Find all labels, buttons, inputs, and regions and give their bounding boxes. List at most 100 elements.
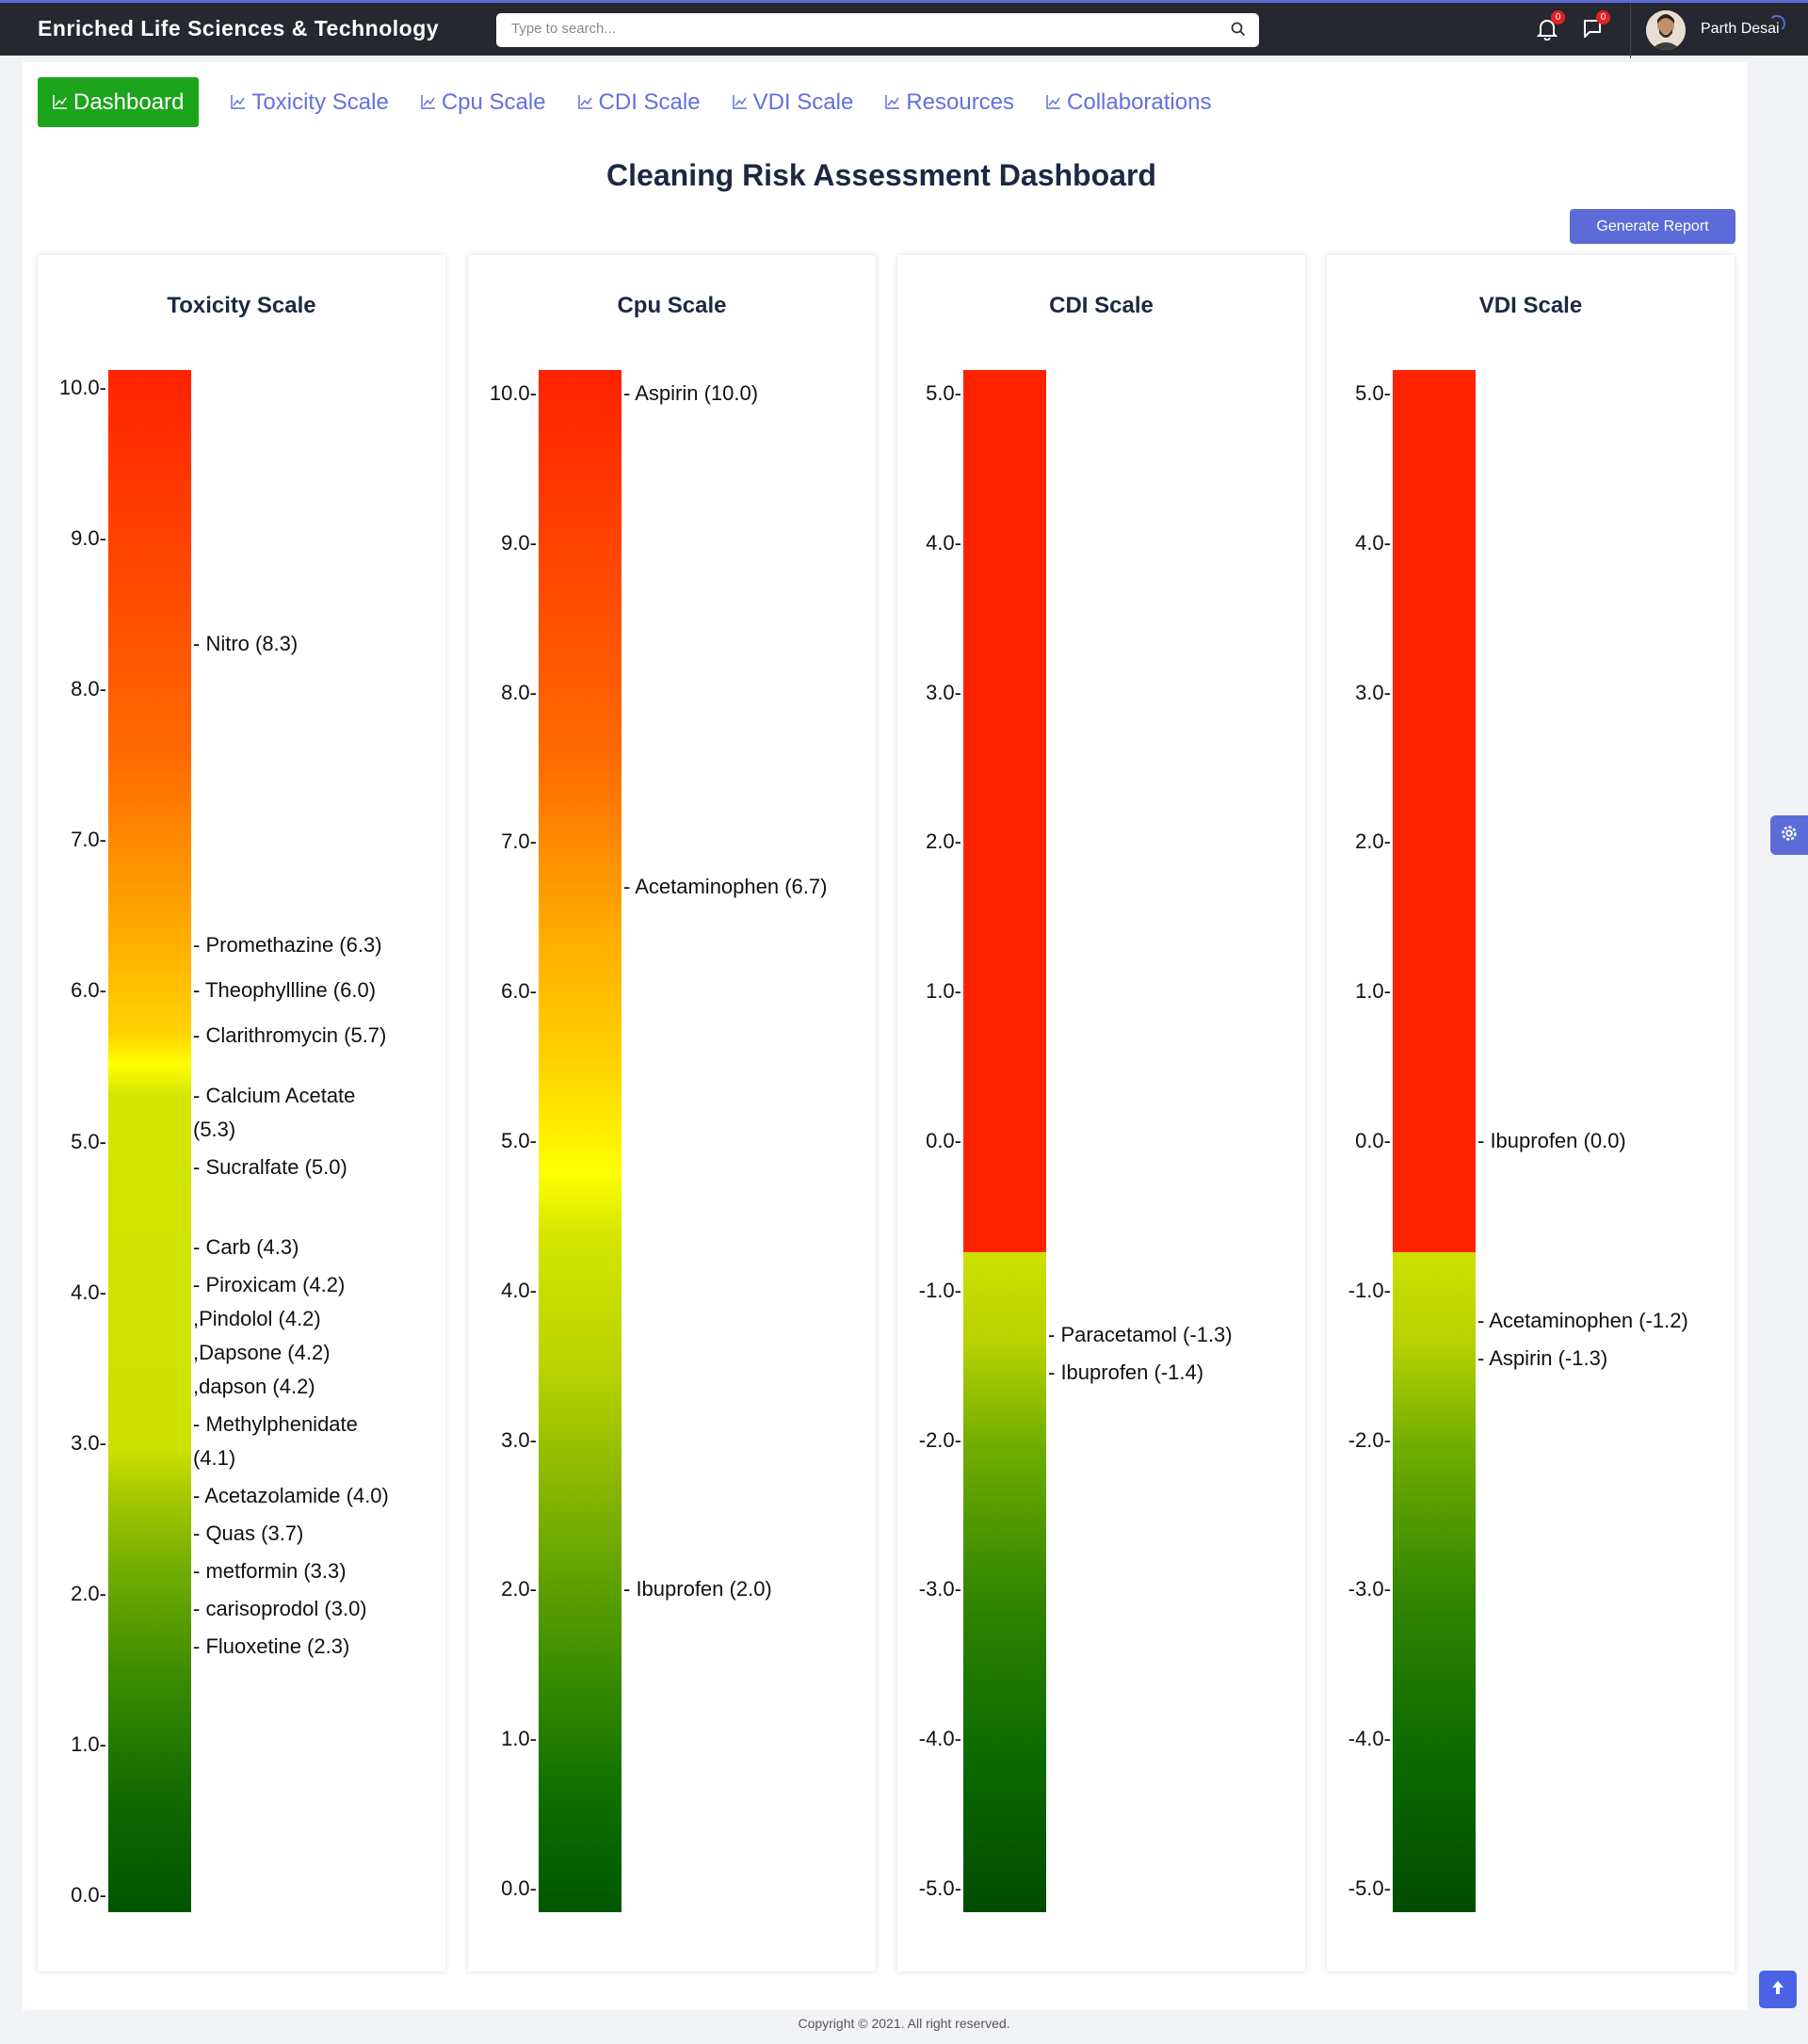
marker-label: - Ibuprofen (2.0) <box>623 1577 772 1601</box>
chart-icon <box>231 89 246 116</box>
axis-tick-label: -2.0- <box>1348 1427 1391 1452</box>
axis-tick-label: 2.0- <box>1355 829 1391 854</box>
marker-label: - Ibuprofen (0.0) <box>1477 1129 1626 1152</box>
marker-label: - metformin (3.3) <box>193 1558 347 1583</box>
marker-label: - Calcium Acetate (5.3) <box>193 1084 356 1142</box>
tab-label: VDI Scale <box>752 89 854 115</box>
brand-title: Enriched Life Sciences & Technology <box>38 16 440 40</box>
card-title: CDI Scale <box>1049 293 1154 318</box>
axis-tick-label: -1.0- <box>918 1278 961 1302</box>
axis-tick-label: 6.0- <box>501 979 537 1004</box>
axis-tick-label: 7.0- <box>71 828 106 852</box>
tab-cpu-scale[interactable]: Cpu Scale <box>421 89 546 116</box>
search-input[interactable] <box>509 20 1191 38</box>
user-name[interactable]: Parth Desai <box>1701 21 1780 37</box>
notifications-button[interactable]: 0 <box>1536 10 1565 45</box>
cpu-scale-bar <box>539 370 622 1912</box>
tab-label: CDI Scale <box>598 89 701 115</box>
notifications-badge: 0 <box>1551 10 1565 24</box>
card-title: VDI Scale <box>1478 293 1583 318</box>
marker-label: - Acetaminophen (6.7) <box>623 875 828 899</box>
axis-tick-label: 8.0- <box>71 677 106 701</box>
axis-tick-label: 3.0- <box>1355 680 1391 704</box>
axis-tick-label: 3.0- <box>501 1427 537 1452</box>
marker-label: - Sucralfate (5.0) <box>193 1155 347 1180</box>
axis-tick-label: 4.0- <box>926 530 961 555</box>
toxicity-scale-bar <box>108 370 191 1912</box>
chart-icon <box>421 89 436 116</box>
gear-icon <box>1779 823 1800 848</box>
axis-tick-label: 1.0- <box>926 979 961 1004</box>
settings-button[interactable] <box>1770 815 1808 855</box>
axis-tick-label: -5.0- <box>918 1876 961 1900</box>
axis-tick-label: 3.0- <box>926 680 961 704</box>
tab-toxicity-scale[interactable]: Toxicity Scale <box>231 89 389 116</box>
axis-tick-label: 0.0- <box>501 1876 537 1900</box>
loading-spinner-icon <box>1768 15 1785 32</box>
axis-tick-label: -4.0- <box>918 1727 961 1751</box>
axis-tick-label: 0.0- <box>926 1129 961 1152</box>
axis-tick-label: 5.0- <box>71 1129 106 1153</box>
scroll-to-top-button[interactable] <box>1759 1971 1797 2008</box>
cdi-scale-bar <box>963 370 1046 1912</box>
topbar-divider <box>1630 3 1631 58</box>
tab-label: Collaborations <box>1067 89 1212 115</box>
search-box[interactable] <box>496 13 1259 47</box>
marker-label: - Nitro (8.3) <box>193 632 299 656</box>
axis-tick-label: 1.0- <box>71 1731 106 1756</box>
page-title: Cleaning Risk Assessment Dashboard <box>606 158 1156 192</box>
axis-tick-label: 9.0- <box>501 530 537 555</box>
tab-label: Cpu Scale <box>441 89 546 115</box>
axis-tick-label: 4.0- <box>1355 530 1391 555</box>
tab-label: Resources <box>906 89 1015 115</box>
messages-badge: 0 <box>1596 10 1610 24</box>
marker-label: - Acetazolamide (4.0) <box>193 1483 389 1507</box>
tab-collaborations[interactable]: Collaborations <box>1046 89 1211 116</box>
axis-tick-label: -5.0- <box>1348 1876 1391 1900</box>
chat-icon <box>1582 20 1603 44</box>
chart-icon <box>885 89 900 116</box>
card-title: Cpu Scale <box>617 293 727 318</box>
card-title: Toxicity Scale <box>167 293 316 318</box>
axis-tick-label: 1.0- <box>501 1727 537 1751</box>
chart-icon <box>732 89 748 116</box>
vdi-scale-card: VDI Scale 5.0- 4.0- 3.0- 2.0- 1.0- 0.0- -1.0- -… <box>1327 255 1735 1972</box>
arrow-up-icon <box>1770 1979 1785 2001</box>
axis-tick-label: 2.0- <box>501 1577 537 1601</box>
axis-tick-label: 2.0- <box>926 829 961 854</box>
axis-tick-label: 4.0- <box>71 1280 106 1304</box>
axis-tick-label: 3.0- <box>71 1430 106 1455</box>
marker-label: - Ibuprofen (-1.4) <box>1048 1360 1204 1385</box>
axis-tick-label: 5.0- <box>1355 381 1391 405</box>
tab-dashboard[interactable]: Dashboard <box>38 77 200 127</box>
tab-resources[interactable]: Resources <box>885 89 1014 116</box>
chart-icon <box>53 89 68 116</box>
toxicity-scale-card: Toxicity Scale 10.0- 9.0- 8.0- 7.0- 6.0- 5.0-… <box>38 255 445 1972</box>
avatar[interactable] <box>1646 10 1686 50</box>
search-icon[interactable] <box>1231 22 1246 41</box>
messages-button[interactable]: 0 <box>1582 10 1610 45</box>
axis-tick-label: 2.0- <box>71 1581 106 1605</box>
marker-label: - Methylphenidate (4.1) <box>193 1411 358 1470</box>
marker-label: - Aspirin (-1.3) <box>1477 1345 1608 1370</box>
marker-label: - Fluoxetine (2.3) <box>193 1634 350 1658</box>
bell-icon <box>1536 20 1558 44</box>
axis-tick-label: 9.0- <box>71 526 106 551</box>
axis-tick-label: 7.0- <box>501 829 537 854</box>
marker-label: - Aspirin (10.0) <box>623 381 759 405</box>
tab-label: Toxicity Scale <box>251 89 389 115</box>
axis-tick-label: 10.0- <box>489 381 537 405</box>
chart-icon <box>577 89 593 116</box>
generate-report-button[interactable]: Generate Report <box>1570 209 1735 244</box>
marker-label: - Paracetamol (-1.3) <box>1048 1323 1233 1347</box>
axis-tick-label: 0.0- <box>71 1883 106 1907</box>
tab-cdi-scale[interactable]: CDI Scale <box>577 89 701 116</box>
top-bar: Enriched Life Sciences & Technology 0 0 … <box>0 0 1808 58</box>
marker-label: - Acetaminophen (-1.2) <box>1477 1308 1688 1332</box>
tab-vdi-scale[interactable]: VDI Scale <box>732 89 854 116</box>
vdi-scale-bar <box>1393 370 1476 1912</box>
axis-tick-label: 4.0- <box>501 1278 537 1302</box>
axis-tick-label: 5.0- <box>501 1129 537 1152</box>
axis-tick-label: 8.0- <box>501 680 537 704</box>
axis-tick-label: -1.0- <box>1348 1278 1391 1302</box>
